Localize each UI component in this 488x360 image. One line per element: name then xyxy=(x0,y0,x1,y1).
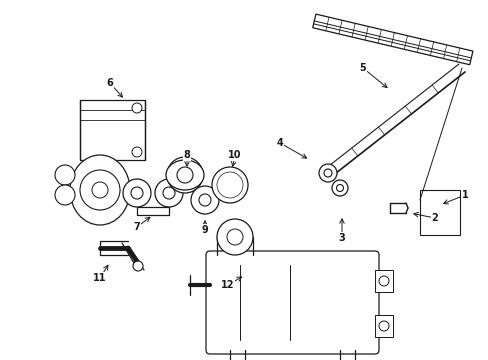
Text: 1: 1 xyxy=(461,190,468,200)
Circle shape xyxy=(212,167,247,203)
Circle shape xyxy=(177,167,193,183)
Circle shape xyxy=(318,164,336,182)
Bar xyxy=(374,315,392,337)
Circle shape xyxy=(163,187,175,199)
Circle shape xyxy=(378,276,388,286)
Text: 4: 4 xyxy=(276,138,283,148)
Circle shape xyxy=(92,182,108,198)
Circle shape xyxy=(133,261,142,271)
Text: 12: 12 xyxy=(221,280,234,290)
Circle shape xyxy=(132,103,142,113)
Circle shape xyxy=(131,187,142,199)
Ellipse shape xyxy=(70,155,130,225)
Circle shape xyxy=(191,186,219,214)
Circle shape xyxy=(222,177,238,193)
Bar xyxy=(419,190,459,235)
Circle shape xyxy=(336,184,343,192)
Circle shape xyxy=(80,170,120,210)
Text: 11: 11 xyxy=(93,273,106,283)
Text: 3: 3 xyxy=(338,233,345,243)
Polygon shape xyxy=(80,100,145,160)
Text: 2: 2 xyxy=(431,213,437,223)
Text: 10: 10 xyxy=(228,150,241,160)
Circle shape xyxy=(55,185,75,205)
Circle shape xyxy=(155,179,183,207)
Circle shape xyxy=(55,165,75,185)
Bar xyxy=(374,270,392,292)
FancyBboxPatch shape xyxy=(205,251,378,354)
Circle shape xyxy=(226,229,243,245)
Circle shape xyxy=(199,194,210,206)
Circle shape xyxy=(331,180,347,196)
Circle shape xyxy=(132,147,142,157)
Circle shape xyxy=(217,172,243,198)
Circle shape xyxy=(123,179,151,207)
Text: 6: 6 xyxy=(106,78,113,88)
Circle shape xyxy=(324,169,331,177)
Text: 7: 7 xyxy=(133,222,140,232)
Ellipse shape xyxy=(165,160,203,190)
Text: 9: 9 xyxy=(201,225,208,235)
Circle shape xyxy=(378,321,388,331)
Circle shape xyxy=(217,219,252,255)
Circle shape xyxy=(177,167,193,183)
Text: 5: 5 xyxy=(359,63,366,73)
Polygon shape xyxy=(312,14,472,65)
Circle shape xyxy=(167,157,203,193)
Text: 8: 8 xyxy=(183,150,190,160)
